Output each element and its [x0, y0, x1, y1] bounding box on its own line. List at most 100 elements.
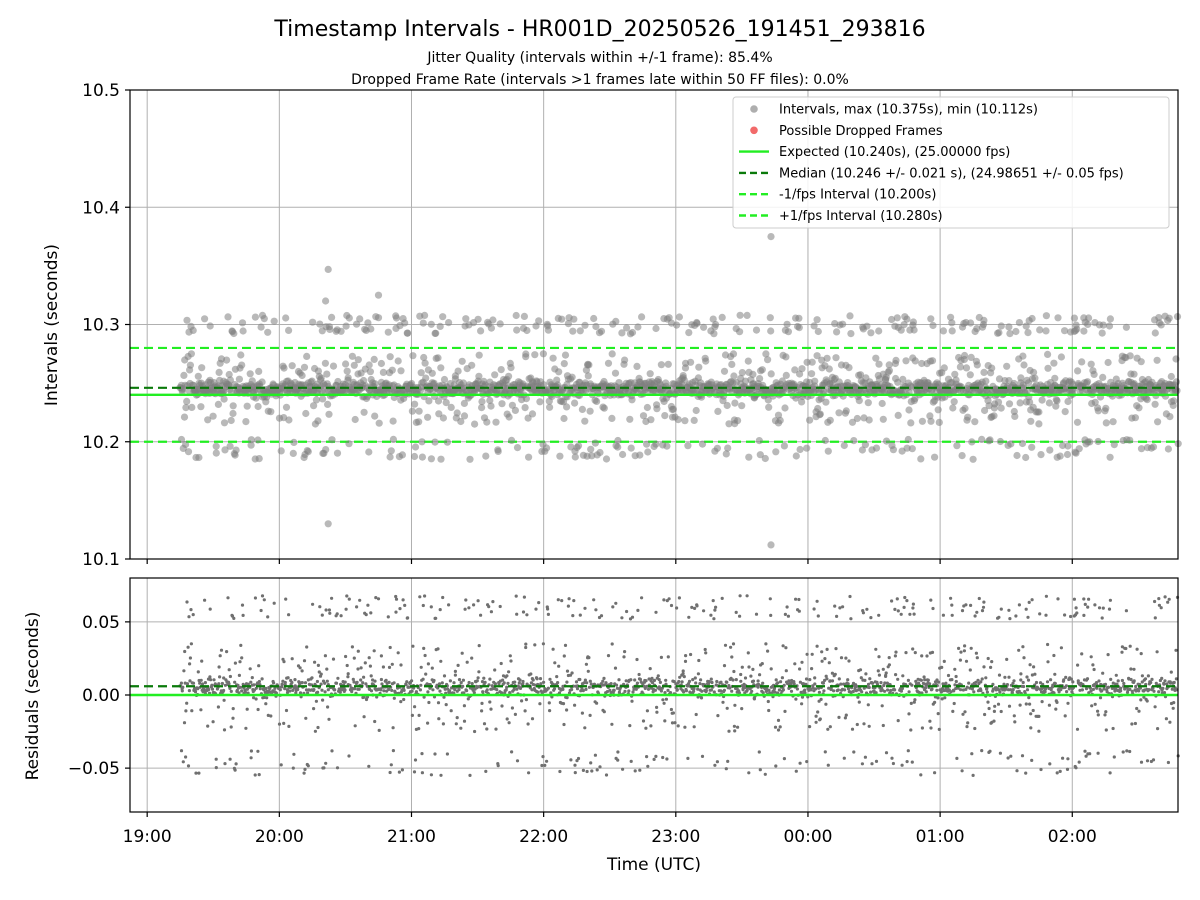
interval-point — [242, 418, 250, 426]
interval-point — [1073, 418, 1082, 426]
residual-point — [291, 766, 295, 770]
residual-point — [973, 614, 977, 618]
residual-point — [1174, 677, 1178, 681]
residual-point — [750, 689, 754, 693]
residual-point — [912, 700, 916, 704]
residual-point — [219, 648, 224, 652]
interval-point — [348, 352, 356, 360]
interval-point — [277, 447, 285, 455]
residual-point — [452, 681, 456, 685]
residual-point — [1066, 701, 1070, 705]
interval-point — [366, 368, 374, 376]
residual-point — [773, 690, 777, 694]
residual-point — [557, 664, 561, 668]
residual-point — [776, 728, 781, 732]
residual-point — [764, 689, 769, 694]
residual-point — [515, 687, 519, 691]
residual-point — [262, 598, 266, 602]
residual-point — [675, 688, 679, 692]
residual-point — [764, 642, 768, 646]
residual-point — [675, 606, 679, 610]
interval-point — [1083, 378, 1092, 386]
residual-point — [1085, 677, 1090, 681]
residual-point — [874, 691, 878, 695]
interval-point — [224, 313, 232, 321]
residual-point — [752, 697, 757, 701]
residual-point — [1017, 689, 1021, 694]
residual-point — [200, 659, 204, 663]
interval-point — [1022, 322, 1030, 330]
residual-point — [970, 687, 975, 691]
residual-point — [812, 607, 816, 611]
residual-point — [211, 720, 215, 724]
interval-point — [282, 314, 290, 322]
interval-point — [621, 356, 629, 364]
residual-point — [668, 691, 673, 695]
interval-point — [477, 327, 485, 335]
residual-point — [491, 600, 495, 604]
residual-point — [514, 594, 518, 598]
interval-point — [384, 328, 392, 336]
residual-point — [665, 757, 669, 761]
interval-point — [593, 397, 601, 405]
interval-point — [505, 372, 513, 380]
residual-point — [391, 749, 395, 753]
interval-point — [342, 322, 350, 330]
interval-point — [904, 435, 912, 444]
interval-point — [892, 356, 900, 364]
interval-point — [322, 446, 330, 454]
residual-point — [1075, 727, 1080, 731]
residual-point — [320, 613, 324, 617]
residual-point — [779, 680, 783, 684]
residual-point — [1172, 680, 1176, 685]
residual-point — [1163, 595, 1167, 599]
residual-point — [884, 751, 889, 755]
residual-point — [795, 687, 800, 691]
residual-point — [659, 689, 664, 693]
residual-point — [260, 594, 265, 598]
residual-point — [284, 708, 289, 713]
residual-point — [1080, 652, 1084, 656]
residual-point — [311, 602, 315, 606]
residual-point — [345, 594, 349, 598]
residual-point — [510, 750, 514, 754]
residual-point — [1091, 687, 1095, 692]
interval-point — [758, 366, 766, 374]
residual-point — [974, 680, 978, 684]
residual-point — [949, 690, 953, 694]
residual-point — [241, 613, 245, 618]
residual-point — [592, 682, 597, 686]
residual-point — [338, 690, 342, 694]
residual-point — [1019, 678, 1023, 682]
residual-point — [961, 688, 966, 692]
interval-point — [850, 437, 858, 445]
interval-point — [1126, 436, 1134, 444]
interval-point — [928, 357, 937, 365]
residual-point — [1037, 714, 1041, 719]
residual-point — [290, 657, 294, 661]
residual-point — [997, 615, 1001, 619]
interval-point — [460, 412, 469, 420]
interval-point — [375, 419, 383, 427]
residual-point — [226, 596, 230, 600]
residual-point — [439, 659, 443, 663]
residual-point — [876, 669, 880, 673]
interval-point — [909, 318, 918, 326]
interval-point — [482, 452, 490, 460]
residual-point — [188, 656, 192, 660]
residual-point — [507, 721, 511, 725]
residual-point — [1053, 681, 1057, 686]
residual-point — [1168, 720, 1172, 724]
residual-point — [999, 607, 1003, 611]
residual-point — [894, 650, 898, 654]
residual-point — [209, 678, 213, 682]
residual-point — [253, 773, 257, 777]
residual-point — [1163, 679, 1167, 683]
residual-point — [984, 676, 988, 680]
residual-point — [1137, 689, 1141, 693]
residual-point — [387, 680, 391, 685]
residual-point — [917, 690, 921, 694]
residual-point — [1007, 675, 1011, 679]
residual-point — [303, 681, 308, 685]
residual-point — [1006, 756, 1010, 760]
